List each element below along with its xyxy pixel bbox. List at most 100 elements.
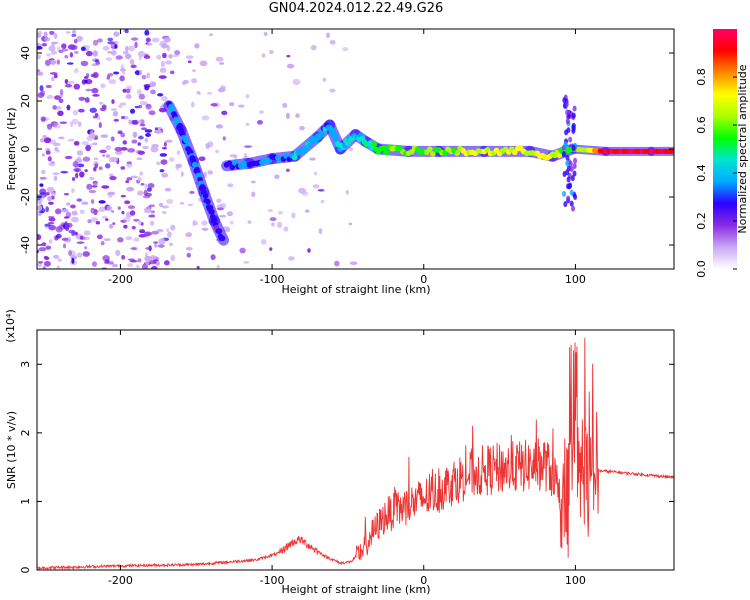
noise-speck	[213, 259, 222, 265]
noise-speck	[103, 238, 111, 241]
noise-speck	[84, 79, 88, 84]
noise-speck	[67, 80, 75, 84]
burst-speck	[568, 160, 573, 167]
noise-speck	[109, 176, 117, 181]
noise-speck	[146, 42, 153, 46]
noise-speck	[58, 98, 64, 103]
noise-speck	[64, 55, 69, 59]
noise-speck	[229, 220, 234, 225]
noise-speck	[71, 188, 75, 194]
noise-speck	[162, 52, 167, 59]
noise-speck	[170, 224, 176, 231]
noise-speck	[89, 107, 98, 113]
noise-speck	[220, 202, 227, 209]
noise-speck	[137, 150, 146, 155]
noise-speck	[115, 150, 123, 155]
noise-speck	[125, 236, 133, 241]
noise-speck	[159, 169, 165, 173]
noise-speck	[120, 166, 126, 170]
noise-speck	[115, 55, 123, 60]
noise-speck	[146, 72, 150, 79]
noise-speck	[113, 71, 120, 75]
noise-speck	[194, 43, 200, 49]
noise-speck	[169, 70, 175, 75]
noise-speck	[43, 255, 48, 260]
noise-speck	[129, 108, 136, 114]
x-tick-label: -100	[260, 574, 285, 587]
noise-speck	[193, 93, 200, 97]
noise-speck	[196, 265, 200, 269]
burst-speck	[570, 175, 575, 182]
noise-speck	[277, 221, 283, 228]
noise-speck	[170, 54, 179, 58]
noise-speck	[55, 149, 60, 153]
ridge-sample	[207, 204, 214, 211]
noise-speck	[307, 248, 311, 253]
noise-speck	[156, 228, 164, 233]
burst-speck	[571, 205, 576, 212]
noise-speck	[142, 145, 149, 150]
noise-speck	[342, 47, 349, 52]
noise-speck	[320, 199, 325, 204]
noise-speck	[139, 123, 146, 127]
noise-speck	[60, 170, 69, 174]
noise-speck	[159, 67, 167, 73]
noise-speck	[102, 45, 110, 51]
noise-speck	[88, 189, 97, 194]
noise-speck	[37, 234, 42, 241]
spectrogram-burst	[561, 94, 578, 212]
noise-speck	[72, 161, 79, 168]
noise-speck	[126, 186, 135, 192]
noise-speck	[71, 257, 75, 264]
noise-speck	[164, 71, 170, 76]
noise-speck	[243, 152, 248, 159]
noise-speck	[70, 44, 78, 51]
noise-speck	[125, 45, 129, 52]
noise-speck	[123, 224, 128, 229]
noise-speck	[245, 122, 250, 126]
noise-speck	[39, 183, 44, 187]
burst-speck	[562, 190, 567, 197]
noise-speck	[113, 118, 119, 122]
noise-speck	[286, 54, 291, 58]
noise-speck	[61, 237, 69, 241]
noise-speck	[124, 200, 131, 205]
snr-line	[37, 337, 674, 570]
noise-speck	[149, 81, 157, 88]
noise-speck	[148, 245, 152, 252]
noise-speck	[42, 266, 46, 269]
noise-speck	[137, 176, 142, 183]
noise-speck	[186, 252, 191, 258]
burst-speck	[572, 170, 577, 177]
noise-speck	[125, 94, 132, 99]
y-tick-label: -20	[19, 188, 32, 206]
noise-speck	[129, 210, 136, 216]
noise-speck	[80, 60, 89, 67]
noise-speck	[175, 164, 180, 171]
noise-speck	[114, 146, 123, 152]
noise-speck	[94, 112, 99, 118]
noise-speck	[158, 202, 164, 207]
noise-speck	[228, 102, 235, 107]
noise-speck	[140, 127, 147, 131]
noise-speck	[190, 101, 195, 108]
noise-speck	[131, 139, 138, 144]
noise-speck	[345, 190, 349, 195]
noise-speck	[66, 202, 71, 206]
noise-speck	[134, 105, 140, 109]
noise-speck	[155, 54, 162, 60]
noise-speck	[244, 145, 252, 148]
colorbar	[713, 29, 737, 269]
noise-speck	[47, 156, 52, 162]
noise-speck	[39, 210, 45, 214]
burst-speck	[572, 105, 577, 112]
burst-speck	[571, 112, 576, 119]
noise-speck	[243, 261, 250, 264]
noise-speck	[140, 182, 145, 186]
ridge-sample	[319, 131, 325, 138]
noise-speck	[37, 46, 43, 50]
noise-speck	[59, 121, 68, 125]
noise-speck	[45, 84, 52, 89]
burst-speck	[571, 144, 576, 151]
noise-speck	[46, 123, 53, 130]
